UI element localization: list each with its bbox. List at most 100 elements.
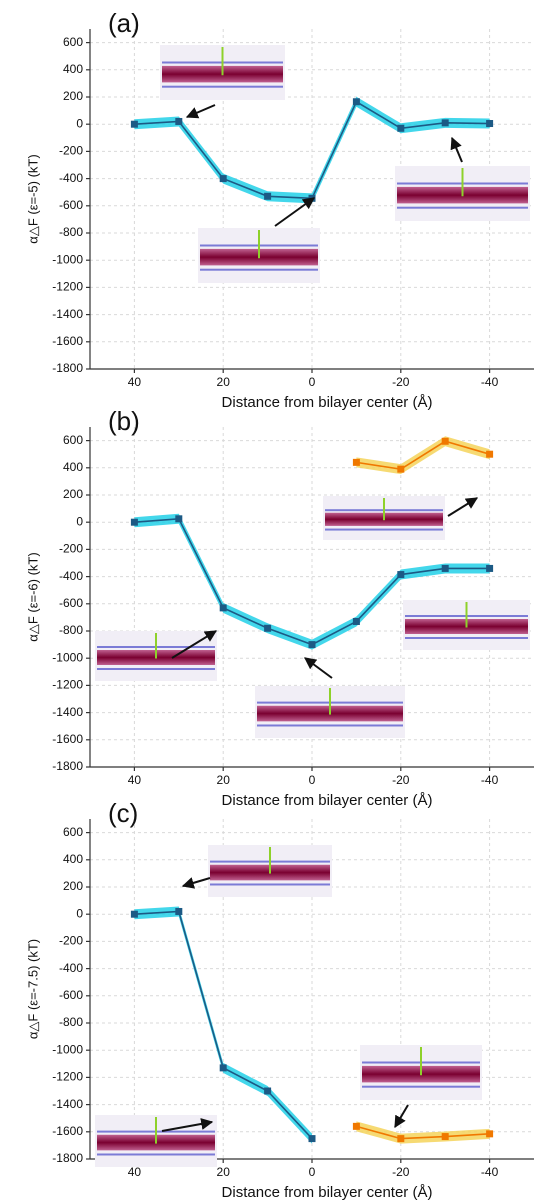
y-tick-label: -1200 [52, 280, 83, 294]
point [308, 641, 316, 649]
point [130, 120, 138, 128]
point [397, 571, 405, 579]
point [130, 910, 138, 918]
point [486, 1130, 494, 1138]
y-tick-label: -1200 [52, 1070, 83, 1084]
point [486, 120, 494, 128]
y-tick-label: 200 [63, 89, 83, 103]
y-tick-label: 600 [63, 35, 83, 49]
point [397, 124, 405, 132]
series-line [356, 1125, 490, 1140]
x-tick-label: -40 [481, 773, 499, 787]
y-tick-label: -400 [59, 569, 83, 583]
point [219, 604, 227, 612]
y-tick-label: -1600 [52, 732, 83, 746]
y-axis-label: α△F (ε=-7.5) (kT) [25, 939, 40, 1039]
panel: -1800-1600-1400-1200-1000-800-600-400-20… [25, 798, 534, 1201]
y-tick-label: 400 [63, 852, 83, 866]
inset-line [162, 85, 283, 88]
y-axis-label: α△F (ε=-6) (kT) [25, 552, 40, 641]
x-tick-label: -40 [481, 1165, 499, 1179]
y-tick-label: 200 [63, 879, 83, 893]
point [308, 1135, 316, 1143]
point [175, 515, 183, 523]
point [219, 175, 227, 183]
y-tick-label: 0 [76, 116, 83, 130]
inset-line [325, 528, 443, 531]
arrow [394, 1104, 409, 1129]
x-tick-label: 0 [309, 375, 316, 389]
y-tick-label: 600 [63, 433, 83, 447]
x-axis-label: Distance from bilayer center (Å) [222, 1184, 433, 1201]
point [397, 1135, 405, 1143]
inset-line [362, 1085, 480, 1088]
y-tick-label: 400 [63, 62, 83, 76]
y-tick-label: -200 [59, 934, 83, 948]
y-tick-label: -1000 [52, 1042, 83, 1056]
arrow [181, 877, 211, 889]
y-tick-label: 400 [63, 460, 83, 474]
panel-label: (c) [108, 798, 138, 828]
point [264, 624, 272, 632]
inset-line [405, 637, 528, 639]
inset-line [97, 668, 215, 670]
series-line [356, 440, 490, 470]
panel-label: (b) [108, 406, 140, 436]
fit-band [356, 1121, 490, 1144]
y-tick-label: -1200 [52, 678, 83, 692]
y-tick-label: -600 [59, 988, 83, 1002]
y-tick-label: -1400 [52, 307, 83, 321]
point [441, 119, 449, 127]
y-tick-label: -600 [59, 198, 83, 212]
x-tick-label: 0 [309, 1165, 316, 1179]
x-axis-label: Distance from bilayer center (Å) [222, 792, 433, 809]
y-tick-label: -1400 [52, 705, 83, 719]
x-tick-label: -20 [392, 773, 410, 787]
inset-line [397, 206, 528, 209]
arrow [171, 630, 218, 659]
point [441, 437, 449, 445]
panel: -1800-1600-1400-1200-1000-800-600-400-20… [25, 8, 534, 411]
point [352, 458, 360, 466]
arrow [450, 136, 463, 163]
panel: -1800-1600-1400-1200-1000-800-600-400-20… [25, 406, 534, 809]
x-tick-label: -20 [392, 1165, 410, 1179]
panel-label: (a) [108, 8, 140, 38]
x-tick-label: 20 [217, 375, 231, 389]
y-tick-label: -1000 [52, 650, 83, 664]
y-tick-label: -1400 [52, 1097, 83, 1111]
arrow [447, 497, 479, 517]
y-tick-label: -400 [59, 171, 83, 185]
y-tick-label: -600 [59, 596, 83, 610]
inset-line [257, 724, 403, 727]
y-tick-label: -1000 [52, 252, 83, 266]
point [130, 518, 138, 526]
point [264, 192, 272, 200]
point [352, 98, 360, 106]
x-tick-label: 0 [309, 773, 316, 787]
point [219, 1064, 227, 1072]
y-tick-label: 0 [76, 514, 83, 528]
y-tick-label: -800 [59, 225, 83, 239]
y-tick-label: -200 [59, 542, 83, 556]
x-tick-label: 40 [128, 1165, 142, 1179]
point [486, 450, 494, 458]
x-tick-label: 20 [217, 1165, 231, 1179]
y-tick-label: 0 [76, 906, 83, 920]
y-tick-label: -1800 [52, 1151, 83, 1165]
x-tick-label: 40 [128, 773, 142, 787]
arrow [304, 657, 333, 679]
y-tick-label: -800 [59, 623, 83, 637]
y-tick-label: 200 [63, 487, 83, 501]
y-axis-label: α△F (ε=-5) (kT) [25, 154, 40, 243]
point [441, 1133, 449, 1141]
y-tick-label: -1600 [52, 1124, 83, 1138]
x-tick-label: 20 [217, 773, 231, 787]
inset-line [200, 268, 318, 271]
inset-line [97, 1153, 215, 1156]
y-tick-label: 600 [63, 825, 83, 839]
point [352, 1122, 360, 1130]
point [486, 564, 494, 572]
